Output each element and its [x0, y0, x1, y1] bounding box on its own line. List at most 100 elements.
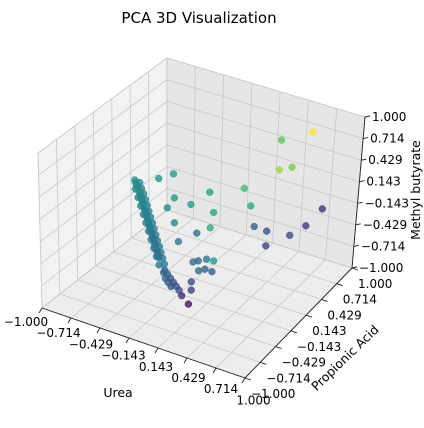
x-tick-label: 0.143	[139, 360, 173, 374]
scatter-point	[170, 194, 179, 202]
scatter-point	[309, 128, 317, 136]
y-tick-label: −1.000	[251, 387, 295, 401]
y-tick	[244, 377, 252, 381]
y-tick-label: 0.714	[343, 293, 377, 307]
scatter-point	[155, 174, 163, 183]
z-tick-label: 0.143	[366, 175, 400, 189]
scatter-point	[131, 185, 140, 193]
z-tick	[353, 244, 359, 247]
scatter-point	[147, 235, 155, 244]
y-tick	[321, 299, 328, 302]
grid-line-y	[92, 112, 292, 332]
z-tick	[355, 223, 361, 226]
x-tick	[125, 337, 130, 344]
scatter-point	[209, 208, 218, 217]
tick-labels: −1.000−1.000−1.000−0.714−0.714−0.714−0.4…	[4, 110, 409, 407]
y-tick-label: −0.143	[297, 340, 341, 354]
scatter-point	[302, 222, 310, 230]
y-tick	[336, 283, 343, 287]
scatter-point	[170, 219, 179, 227]
scatter-point	[263, 227, 271, 235]
chart-title: PCA 3D Visualization	[121, 9, 276, 27]
scatter-point	[150, 244, 158, 252]
x-tick	[183, 357, 188, 364]
scatter-point	[178, 292, 186, 300]
grid-line-y	[129, 85, 322, 300]
grid-line-z	[37, 57, 366, 154]
scatter-point	[184, 300, 193, 308]
y-tick-label: −0.429	[282, 356, 326, 370]
z-tick-label: −0.143	[365, 196, 409, 210]
scatter-point	[208, 268, 216, 276]
scatter-point	[277, 136, 286, 144]
scatter-point	[288, 163, 296, 171]
scatter-point	[187, 286, 195, 294]
scatter-point	[240, 184, 248, 192]
scatter-point	[152, 252, 161, 261]
scatter-point	[210, 257, 218, 265]
z-tick-label: −0.714	[361, 239, 405, 253]
axis-panes	[37, 57, 366, 379]
z-tick	[363, 137, 369, 140]
scatter-point	[174, 237, 183, 246]
grid-line-y	[74, 125, 276, 347]
x-tick	[67, 317, 72, 324]
z-tick	[359, 180, 365, 183]
z-tick-label: −1.000	[359, 261, 403, 275]
z-tick	[357, 201, 363, 204]
x-tick-label: −0.714	[36, 326, 80, 340]
x-tick-label: −0.429	[69, 337, 113, 351]
scatter-point	[187, 278, 195, 286]
scatter-point	[194, 267, 203, 275]
scatter-point	[137, 202, 145, 210]
scatter-point	[189, 258, 197, 266]
z-tick	[361, 158, 367, 161]
scatter-point	[169, 170, 178, 178]
y-tick-label: 1.000	[358, 277, 392, 291]
scatter-point	[206, 188, 214, 196]
z-axis-line	[351, 116, 366, 269]
x-tick	[241, 377, 246, 384]
scatter-point	[202, 255, 211, 263]
x-tick	[38, 307, 43, 314]
scatter-point	[155, 261, 163, 269]
scatter-point	[206, 224, 214, 232]
scatter-point	[318, 205, 326, 213]
scatter-point	[167, 282, 175, 291]
scatter-point	[142, 219, 150, 227]
scatter-point	[134, 193, 142, 202]
y-tick-label: 0.143	[312, 324, 346, 338]
scatter-point	[201, 265, 209, 273]
y-tick	[260, 361, 267, 365]
grid-line-y	[111, 98, 307, 316]
z-tick-label: 0.429	[368, 153, 402, 167]
scatter-point	[193, 229, 201, 237]
scatter-point	[250, 222, 258, 231]
y-tick	[306, 314, 313, 318]
y-tick	[290, 330, 297, 334]
z-tick-label: 1.000	[372, 110, 406, 124]
x-tick-label: 0.714	[204, 382, 238, 396]
x-tick-label: −0.143	[101, 349, 145, 363]
z-tick-label: 0.714	[370, 132, 404, 146]
scatter-point	[275, 166, 283, 174]
z-tick-label: −0.429	[363, 218, 407, 232]
y-tick-label: −0.714	[266, 371, 310, 385]
axis-edges	[41, 116, 366, 379]
scatter-point	[286, 231, 294, 239]
x-tick-label: 1.000	[236, 393, 270, 407]
y-tick-label: 0.429	[327, 308, 361, 322]
scatter-point	[262, 242, 270, 250]
x-axis-label: Urea	[103, 385, 132, 400]
scatter-point	[163, 204, 171, 212]
x-tick	[154, 347, 159, 354]
y-tick	[351, 267, 359, 271]
z-tick	[364, 115, 371, 118]
x-tick-label: −1.000	[4, 315, 48, 329]
y-tick	[275, 346, 282, 349]
x-axis-line	[41, 307, 246, 379]
scatter-point	[144, 227, 153, 235]
x-tick	[96, 327, 101, 334]
